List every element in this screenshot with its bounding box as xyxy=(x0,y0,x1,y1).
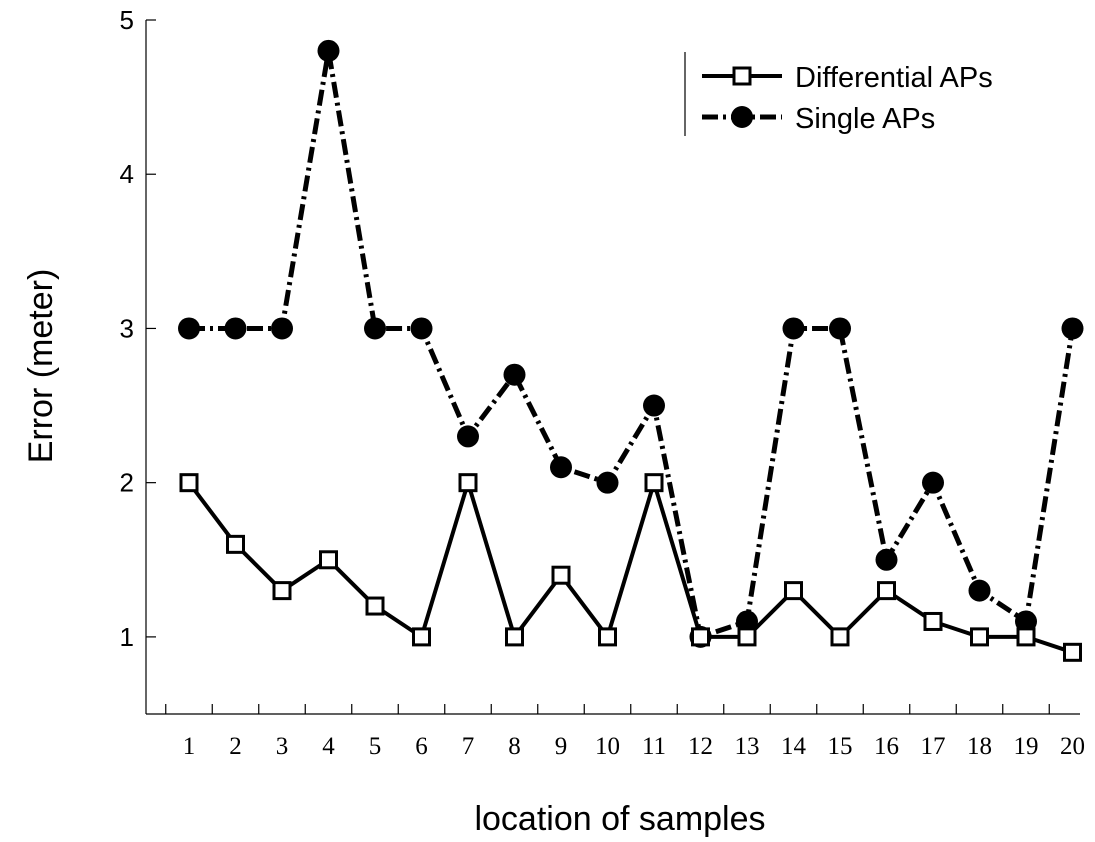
point-single-aps-8 xyxy=(503,363,526,386)
x-tick-label-12: 12 xyxy=(688,733,713,760)
series-line-single-aps xyxy=(189,50,1075,641)
point-differential-aps-4 xyxy=(319,550,338,570)
legend-marker-differential-aps xyxy=(732,66,752,86)
x-tick-label-17: 17 xyxy=(921,733,946,760)
x-tick-label-14: 14 xyxy=(781,733,807,760)
y-tick-label-4: 4 xyxy=(120,159,134,189)
point-differential-aps-11 xyxy=(644,473,664,493)
x-tick-label-20: 20 xyxy=(1060,733,1085,760)
x-tick-label-10: 10 xyxy=(595,733,620,760)
series-differential-aps xyxy=(179,473,1082,662)
point-single-aps-3 xyxy=(271,317,293,340)
point-differential-aps-7 xyxy=(458,473,478,493)
y-axis-ticks: 1 2 3 4 5 xyxy=(120,5,156,652)
point-differential-aps-13 xyxy=(737,627,757,647)
point-single-aps-19 xyxy=(1015,610,1037,633)
point-single-aps-2 xyxy=(224,317,247,340)
point-differential-aps-8 xyxy=(505,627,524,647)
point-differential-aps-5 xyxy=(365,596,385,616)
x-tick-label-13: 13 xyxy=(735,733,760,760)
point-single-aps-10 xyxy=(596,471,619,494)
point-single-aps-6 xyxy=(410,317,433,340)
y-tick-label-5: 5 xyxy=(120,5,134,35)
legend: Differential APs Single APs xyxy=(684,52,993,136)
series-layer xyxy=(178,39,1084,662)
x-tick-label-1: 1 xyxy=(183,733,196,760)
point-single-aps-17 xyxy=(922,471,944,494)
legend-marker-single-aps xyxy=(731,106,753,128)
x-axis-ticks: 1 2 3 4 5 6 7 8 9 10 11 12 13 14 15 16 17 18 19 20 xyxy=(165,704,1085,760)
x-axis-title: location of samples xyxy=(474,800,765,838)
x-tick-label-2: 2 xyxy=(229,733,242,760)
x-tick-label-5: 5 xyxy=(369,733,382,760)
point-differential-aps-9 xyxy=(551,565,571,585)
point-single-aps-20 xyxy=(1061,317,1084,340)
x-tick-label-18: 18 xyxy=(967,733,992,760)
x-tick-label-11: 11 xyxy=(642,733,666,760)
x-tick-label-19: 19 xyxy=(1014,733,1039,760)
point-single-aps-14 xyxy=(782,317,805,340)
point-single-aps-1 xyxy=(178,317,200,340)
x-tick-label-16: 16 xyxy=(874,733,899,760)
axes xyxy=(145,20,1080,715)
point-single-aps-4 xyxy=(317,39,340,62)
point-differential-aps-2 xyxy=(226,534,245,554)
y-tick-label-3: 3 xyxy=(120,313,134,343)
legend-entry-differential-aps: Differential APs xyxy=(702,62,993,94)
y-tick-label-1: 1 xyxy=(120,622,134,652)
x-tick-label-15: 15 xyxy=(828,733,853,760)
point-differential-aps-19 xyxy=(1016,627,1036,647)
x-tick-label-7: 7 xyxy=(462,733,475,760)
x-tick-label-6: 6 xyxy=(415,733,428,760)
point-single-aps-13 xyxy=(736,610,758,633)
x-tick-label-3: 3 xyxy=(276,733,289,760)
point-single-aps-11 xyxy=(643,394,665,417)
legend-label-differential-aps: Differential APs xyxy=(795,62,993,94)
point-differential-aps-12 xyxy=(691,627,710,647)
point-differential-aps-20 xyxy=(1063,642,1082,662)
point-single-aps-5 xyxy=(364,317,386,340)
point-differential-aps-14 xyxy=(784,581,803,601)
x-tick-label-8: 8 xyxy=(508,733,521,760)
point-differential-aps-10 xyxy=(598,627,617,647)
x-tick-label-4: 4 xyxy=(322,733,335,760)
x-tick-label-9: 9 xyxy=(555,733,568,760)
point-single-aps-9 xyxy=(550,456,572,479)
point-single-aps-7 xyxy=(457,425,479,448)
point-single-aps-16 xyxy=(875,548,898,571)
legend-entry-single-aps: Single APs xyxy=(702,103,935,135)
point-differential-aps-17 xyxy=(923,611,943,631)
point-differential-aps-15 xyxy=(830,627,850,647)
point-differential-aps-18 xyxy=(970,627,989,647)
point-single-aps-15 xyxy=(829,317,851,340)
point-differential-aps-16 xyxy=(877,581,896,601)
y-axis-title: Error (meter) xyxy=(22,269,60,464)
y-tick-label-2: 2 xyxy=(120,468,134,498)
point-differential-aps-3 xyxy=(272,581,292,601)
point-single-aps-18 xyxy=(968,579,991,602)
point-differential-aps-1 xyxy=(179,473,199,493)
point-differential-aps-6 xyxy=(412,627,431,647)
legend-label-single-aps: Single APs xyxy=(795,103,935,135)
